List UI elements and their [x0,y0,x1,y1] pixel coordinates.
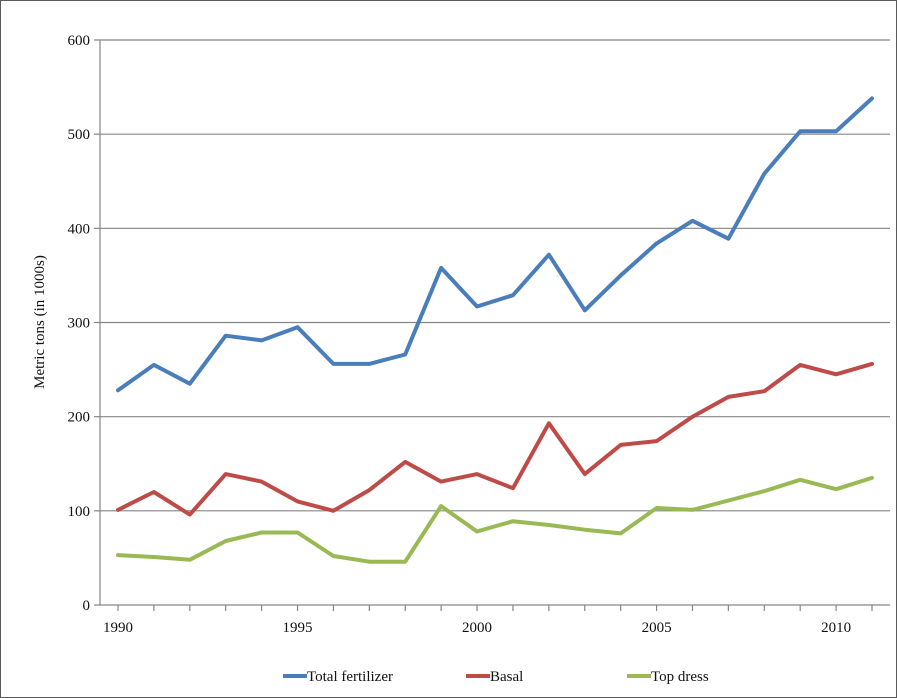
series-lines [116,96,874,564]
y-tick-label: 100 [68,504,91,520]
x-tick-label: 1990 [103,620,133,636]
y-tick-label: 500 [68,127,91,143]
y-axis-title: Metric tons (in 1000s) [32,255,48,389]
y-tick-label: 300 [68,316,91,332]
x-tick-label: 1995 [283,620,313,636]
gridlines [100,39,890,512]
legend: Total fertilizer Basal Top dress [283,669,709,685]
series-line-basal [116,361,874,517]
y-tick-label: 400 [68,221,91,237]
legend-label: Top dress [651,669,709,685]
y-tick-label: 200 [68,410,91,426]
legend-item: Basal [466,669,523,685]
x-tick-label: 2010 [821,620,851,636]
legend-label: Total fertilizer [307,669,393,685]
x-axis-ticks: 1990 1995 2000 2005 2010 [103,605,873,636]
legend-item: Top dress [627,669,709,685]
legend-label: Basal [490,669,523,685]
x-tick-label: 2000 [462,620,492,636]
legend-item: Total fertilizer [283,669,393,685]
series-line-total-fertilizer [116,96,874,393]
series-line-top-dress [116,475,874,564]
y-axis-ticks: 0 100 200 300 400 500 600 [68,33,100,614]
x-tick-label: 2005 [642,620,672,636]
y-tick-label: 600 [68,33,91,49]
y-tick-label: 0 [83,598,91,614]
